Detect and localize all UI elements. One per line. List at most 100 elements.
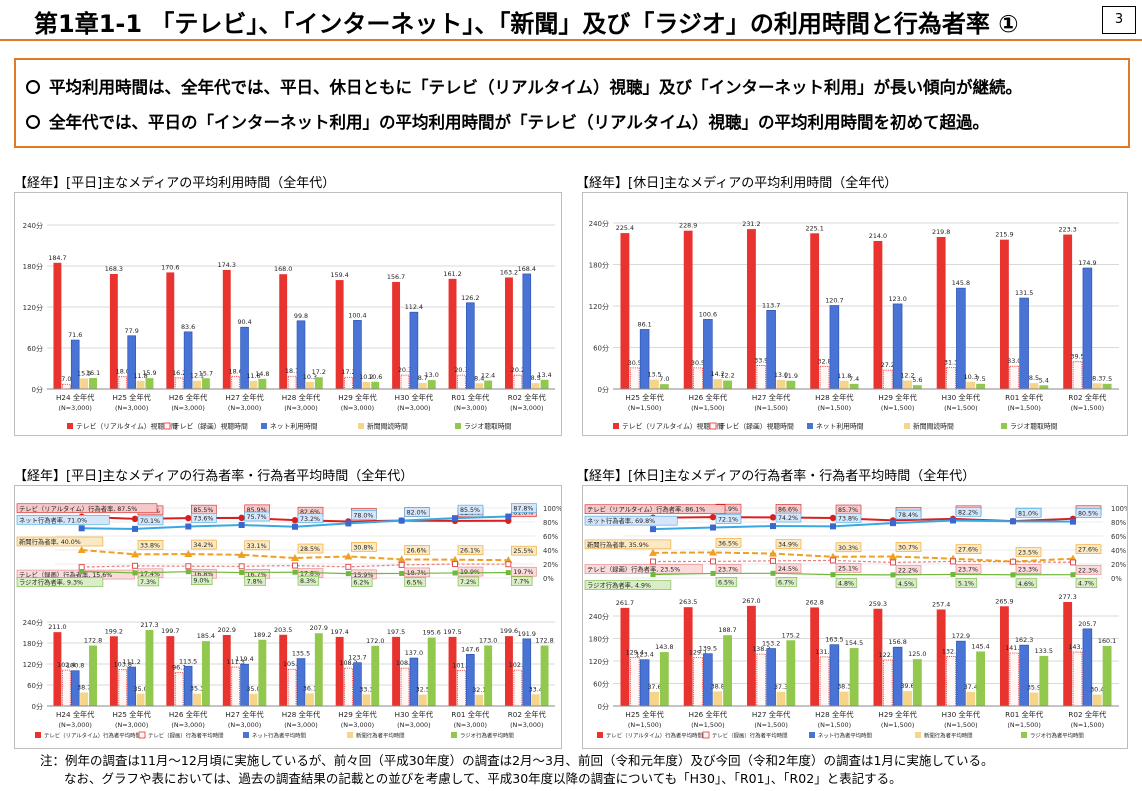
x-tick-label: R01 全年代 (451, 393, 489, 402)
bar-value-label: 38.8 (711, 682, 725, 690)
bar-value-label: 217.3 (140, 621, 158, 629)
rate-tick-label: 20% (1111, 561, 1127, 569)
bar-tv_rec (1009, 365, 1020, 390)
rate-value-box (404, 507, 430, 517)
rate-marker (890, 520, 896, 527)
legend-swatch-tv_rec (702, 731, 710, 739)
rate-tick-label: 80% (543, 519, 559, 527)
bar-value-label: 197.5 (443, 628, 461, 636)
rate-marker (398, 561, 405, 568)
x-tick-label: R02 全年代 (508, 393, 546, 402)
rate-marker (650, 558, 656, 565)
legend-swatch-tv_rt (597, 732, 603, 738)
rate-start-label: 新聞行為者率, 35.9% (587, 540, 649, 549)
rate-marker (131, 515, 139, 523)
rate-marker (344, 552, 353, 560)
bar-news (531, 383, 540, 389)
bar-value-label: 35.0 (246, 685, 260, 693)
bar-value-label: 159.4 (330, 271, 348, 279)
y-tick-label: 60分 (593, 344, 609, 353)
rate-value-label: 24.5% (778, 566, 798, 573)
x-tick-n-label: (N=3,000) (284, 404, 317, 412)
rate-marker (292, 569, 298, 575)
rate-value-box (1075, 578, 1098, 589)
bar-value-label: 263.5 (679, 598, 697, 606)
rate-value-box (244, 576, 266, 586)
bar-radio (145, 629, 154, 706)
bar-value-label: 225.4 (616, 224, 634, 232)
bar-news (903, 691, 912, 706)
bar-value-label: 30.5 (628, 359, 642, 367)
rate-value-label: 9.0% (193, 578, 209, 585)
rate-tick-label: 60% (1111, 533, 1127, 541)
bar-tv_rt (335, 280, 344, 389)
bar-radio (314, 633, 323, 706)
rate-value-label: 7.7% (513, 579, 529, 586)
bar-value-label: 33.9 (754, 357, 768, 365)
y-tick-label: 120分 (589, 302, 609, 311)
rate-start-box (584, 564, 703, 574)
bar-value-label: 100.6 (699, 310, 717, 318)
rate-marker (452, 570, 458, 576)
rate-start-box (584, 515, 678, 526)
bar-radio (849, 383, 859, 389)
bar-value-label: 31.3 (944, 358, 958, 366)
bar-value-label: 11.9 (784, 372, 798, 380)
rate-value-label: 4.6% (1018, 581, 1034, 588)
bar-value-label: 71.6 (68, 331, 82, 339)
rate-marker (709, 513, 717, 521)
bar-tv_rec (819, 365, 830, 390)
bar-net (409, 311, 419, 390)
rate-start-box (16, 577, 104, 587)
rate-line-tv_rec (652, 559, 1074, 564)
legend-label: 新聞行為者平均時間 (924, 732, 973, 740)
bar-radio (540, 645, 549, 706)
rate-marker (132, 525, 138, 532)
bar-tv_rec (287, 668, 297, 707)
rate-marker (77, 546, 86, 553)
x-tick-label: R02 全年代 (508, 710, 546, 719)
bar-value-label: 125.0 (908, 650, 926, 658)
bar-value-label: 174.3 (218, 261, 236, 269)
legend-label: テレビ（録画）視聴時間 (719, 422, 794, 431)
rate-value-label: 30.7% (898, 545, 918, 552)
rate-marker (770, 523, 776, 530)
rate-value-label: 78.0% (353, 512, 373, 519)
bar-value-label: 96.1 (172, 663, 186, 671)
bar-value-label: 102.4 (57, 661, 75, 669)
bar-value-label: 108.0 (396, 659, 414, 667)
bar-radio (201, 641, 210, 706)
rate-start-label: テレビ（録画）行為者率, 23.5% (587, 565, 680, 574)
rate-marker (710, 524, 716, 531)
rate-marker (237, 550, 246, 558)
bar-radio (659, 384, 669, 389)
bar-value-label: 225.1 (806, 224, 824, 232)
rate-value-box (351, 510, 377, 520)
bar-net (1082, 628, 1093, 707)
rate-marker (1070, 572, 1076, 578)
rate-value-box (457, 576, 480, 587)
rate-value-box (775, 563, 802, 574)
rate-value-box (297, 513, 324, 524)
rate-value-box (191, 513, 217, 523)
bar-value-label: 207.9 (310, 624, 328, 632)
bar-tv_rt (873, 240, 883, 389)
bar-value-label: 143.8 (655, 643, 673, 651)
bar-value-label: 111.3 (227, 658, 245, 666)
x-tick-n-label: (N=1,500) (1007, 404, 1040, 412)
rate-marker (132, 562, 138, 569)
bar-value-label: 8.5 (531, 374, 541, 382)
rate-value-label: 17.4% (140, 571, 160, 578)
bar-value-label: 205.7 (1078, 620, 1096, 628)
bar-value-label: 33.3 (359, 685, 373, 693)
bar-net (1019, 297, 1029, 390)
rate-value-box (457, 504, 484, 515)
bar-tv_rt (873, 608, 883, 706)
bar-value-label: 172.9 (952, 632, 970, 640)
rate-value-box (404, 577, 426, 587)
bar-news (1029, 692, 1039, 706)
bar-tv_rec (457, 374, 466, 390)
bar-value-label: 262.8 (806, 598, 824, 606)
bar-value-label: 13.0 (774, 371, 788, 379)
rate-value-label: 22.3% (1078, 567, 1098, 574)
